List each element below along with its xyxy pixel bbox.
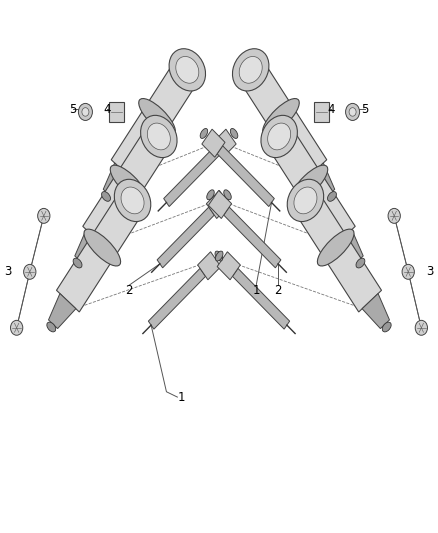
Text: 1: 1 (252, 284, 260, 297)
Ellipse shape (73, 258, 82, 268)
Polygon shape (208, 190, 232, 219)
Polygon shape (202, 129, 225, 157)
Polygon shape (336, 230, 363, 264)
Polygon shape (111, 67, 193, 181)
Text: 5: 5 (70, 103, 77, 116)
Polygon shape (49, 294, 76, 328)
Text: 1: 1 (178, 391, 186, 403)
Ellipse shape (110, 165, 147, 202)
Ellipse shape (318, 229, 354, 266)
Text: 4: 4 (327, 103, 335, 116)
FancyBboxPatch shape (314, 101, 329, 122)
Circle shape (82, 108, 89, 116)
Polygon shape (245, 67, 327, 181)
Ellipse shape (263, 99, 299, 135)
Ellipse shape (382, 322, 391, 332)
Text: 2: 2 (125, 284, 133, 297)
Ellipse shape (215, 251, 223, 261)
Polygon shape (217, 146, 274, 207)
Ellipse shape (84, 229, 120, 266)
Ellipse shape (141, 115, 177, 158)
Ellipse shape (47, 322, 56, 332)
Text: 3: 3 (427, 265, 434, 278)
Circle shape (402, 264, 414, 279)
Ellipse shape (139, 99, 175, 135)
Ellipse shape (147, 123, 170, 150)
Circle shape (78, 103, 92, 120)
Ellipse shape (291, 165, 328, 202)
Polygon shape (83, 134, 165, 248)
Ellipse shape (102, 191, 110, 201)
Polygon shape (273, 134, 355, 248)
Ellipse shape (169, 49, 205, 91)
Ellipse shape (294, 187, 317, 214)
Polygon shape (148, 269, 205, 329)
Text: 4: 4 (103, 103, 111, 116)
Polygon shape (75, 230, 102, 264)
Circle shape (346, 103, 360, 120)
Circle shape (11, 320, 23, 335)
Ellipse shape (233, 49, 269, 91)
Ellipse shape (356, 258, 365, 268)
Polygon shape (164, 146, 221, 207)
Ellipse shape (268, 123, 291, 150)
Ellipse shape (287, 179, 324, 222)
Ellipse shape (239, 56, 262, 83)
FancyBboxPatch shape (109, 101, 124, 122)
Ellipse shape (200, 128, 208, 139)
Ellipse shape (224, 190, 231, 200)
Text: 5: 5 (361, 103, 368, 116)
Ellipse shape (207, 190, 214, 200)
Polygon shape (198, 252, 221, 280)
Ellipse shape (121, 187, 144, 214)
Circle shape (415, 320, 427, 335)
Ellipse shape (176, 56, 199, 83)
Polygon shape (217, 252, 240, 280)
Polygon shape (224, 207, 281, 268)
Polygon shape (300, 198, 381, 312)
Polygon shape (57, 198, 138, 312)
Circle shape (24, 264, 36, 279)
Ellipse shape (114, 179, 151, 222)
Circle shape (388, 208, 400, 223)
Text: 2: 2 (274, 284, 282, 297)
Ellipse shape (328, 191, 336, 201)
Ellipse shape (230, 128, 238, 139)
Text: 3: 3 (4, 265, 11, 278)
Circle shape (349, 108, 356, 116)
Circle shape (38, 208, 50, 223)
Polygon shape (233, 269, 290, 329)
Polygon shape (103, 163, 131, 198)
Polygon shape (362, 294, 389, 328)
Polygon shape (206, 190, 230, 219)
Polygon shape (157, 207, 214, 268)
Polygon shape (307, 163, 335, 198)
Ellipse shape (215, 251, 223, 261)
Ellipse shape (261, 115, 297, 158)
Polygon shape (213, 129, 236, 157)
